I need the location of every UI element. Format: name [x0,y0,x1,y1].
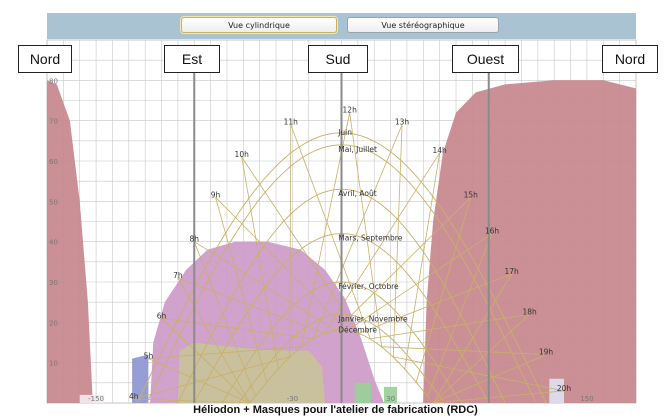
obstruction-mask [384,386,398,403]
hour-label: 7h [173,271,183,280]
obstruction-mask [132,354,149,403]
hour-label: 5h [144,352,154,361]
hour-line [241,156,360,334]
obstruction-mask [47,80,93,404]
stereographic-view-button[interactable]: Vue stéréographique [347,17,499,33]
day-curve-label: Février, Octobre [338,282,399,291]
day-curve-label: Mai, Juillet [338,145,377,154]
hour-line [312,124,403,340]
obstruction-mask [177,342,326,403]
hour-line [369,313,530,340]
hour-line [148,358,251,404]
day-curve-label: Juin [337,128,352,137]
obstruction-mask [549,378,564,403]
hour-label: 18h [523,307,538,316]
direction-label-north-left: Nord [18,45,72,73]
hour-line [133,356,291,400]
hour-label: 6h [157,311,167,320]
hour-label: 10h [235,150,250,159]
hour-line [415,197,472,383]
hour-line [349,112,383,348]
direction-label-north-right: Nord [602,45,658,73]
view-toolbar: Vue cylindrique Vue stéréographique [47,13,636,39]
x-tick-label: 150 [580,395,593,403]
hour-line [392,124,403,358]
hour-line [404,152,441,370]
hour-label: 9h [211,190,221,199]
hour-label: 14h [433,146,448,155]
hour-line [161,318,251,404]
hour-line [433,390,565,404]
day-path-curve [249,329,431,404]
hour-line [194,241,337,332]
x-tick-label: 30 [386,395,395,403]
obstruction-mask [354,382,371,403]
hour-label: 4h [129,392,139,401]
y-tick-label: 70 [49,118,58,126]
hour-line [381,346,547,355]
hour-line [193,241,256,397]
hour-line [290,124,371,340]
hour-line [358,273,512,334]
x-tick-label: -150 [88,395,104,403]
direction-label-west: Ouest [452,45,519,73]
hour-line [177,277,325,334]
hour-label: 13h [395,118,410,127]
hour-line [148,346,302,360]
direction-label-south: Sud [308,45,368,73]
y-tick-label: 60 [49,158,58,166]
hour-line [133,398,250,404]
x-tick-label: -30 [287,395,298,403]
hour-line [323,152,441,334]
day-curve-label: Janvier, Novembre [337,314,408,323]
obstruction-mask [423,80,636,404]
y-tick-label: 50 [49,198,58,206]
direction-label-east: Est [164,45,220,73]
y-tick-label: 10 [49,360,58,368]
hour-line [392,356,565,392]
hour-line [432,313,530,404]
y-tick-label: 40 [49,239,58,247]
y-tick-label: 30 [49,279,58,287]
hour-line [289,124,292,358]
hour-label: 20h [557,384,572,393]
hour-line [432,273,512,404]
hour-label: 15h [464,190,479,199]
hour-line [427,233,493,397]
hour-line [177,277,251,404]
chart-caption: Héliodon + Masques pour l'atelier de fab… [193,404,478,416]
hour-label: 16h [485,227,500,236]
cylindrical-view-button[interactable]: Vue cylindrique [181,17,337,33]
hour-label: 19h [539,348,554,357]
hour-label: 12h [343,106,358,115]
day-curve-label: Décembre [338,325,377,334]
hour-label: 8h [189,235,199,244]
hour-line [346,233,493,332]
day-curve-label: Mars, Septembre [338,234,403,243]
hour-line [215,197,268,383]
day-curve-label: Avril, Août [338,189,376,198]
hour-label: 11h [284,118,299,127]
hour-label: 17h [505,267,520,276]
hour-line [335,197,472,332]
y-tick-label: 80 [49,77,58,85]
hour-line [241,156,279,370]
hour-line [161,317,314,340]
obstruction-mask [79,394,105,403]
y-tick-label: 20 [49,319,58,327]
